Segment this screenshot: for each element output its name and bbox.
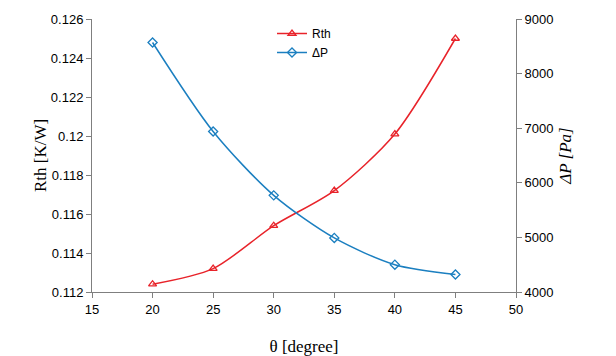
- svg-text:8000: 8000: [525, 66, 554, 81]
- svg-text:25: 25: [206, 302, 220, 317]
- svg-text:ΔP [Pa]: ΔP [Pa]: [556, 127, 575, 184]
- svg-text:45: 45: [448, 302, 462, 317]
- svg-text:5000: 5000: [525, 230, 554, 245]
- svg-text:0.112: 0.112: [52, 285, 84, 300]
- svg-text:40: 40: [388, 302, 402, 317]
- svg-text:7000: 7000: [525, 121, 554, 136]
- svg-text:35: 35: [327, 302, 341, 317]
- svg-text:0.114: 0.114: [52, 246, 84, 261]
- svg-text:ΔP: ΔP: [312, 46, 328, 60]
- svg-text:20: 20: [145, 302, 159, 317]
- svg-text:4000: 4000: [525, 285, 554, 300]
- svg-text:6000: 6000: [525, 175, 554, 190]
- svg-text:50: 50: [509, 302, 523, 317]
- svg-text:0.126: 0.126: [51, 12, 84, 27]
- svg-text:θ [degree]: θ [degree]: [269, 337, 338, 356]
- svg-text:15: 15: [85, 302, 99, 317]
- svg-text:0.12: 0.12: [58, 129, 83, 144]
- svg-text:0.116: 0.116: [52, 207, 84, 222]
- svg-text:30: 30: [266, 302, 280, 317]
- svg-text:0.124: 0.124: [51, 51, 84, 66]
- svg-text:0.122: 0.122: [51, 90, 84, 105]
- svg-text:Rth [K/W]: Rth [K/W]: [31, 119, 50, 192]
- svg-text:9000: 9000: [525, 12, 554, 27]
- svg-text:Rth: Rth: [312, 27, 331, 41]
- svg-text:0.118: 0.118: [52, 168, 84, 183]
